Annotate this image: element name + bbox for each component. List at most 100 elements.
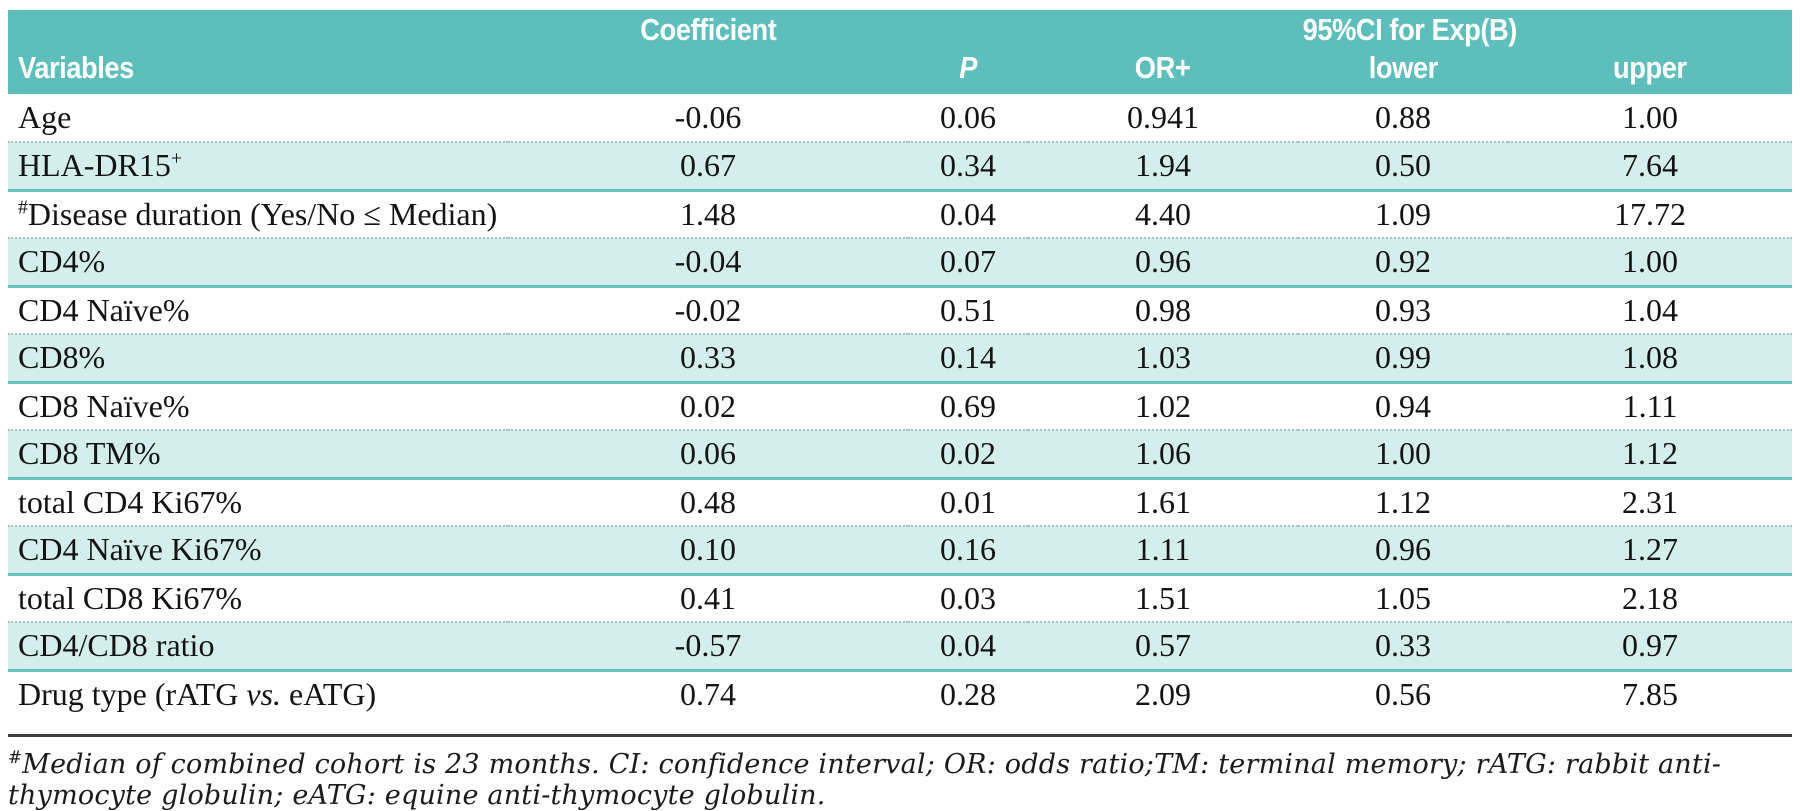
table-row: CD8 Naïve% 0.02 0.69 1.02 0.94 1.11 bbox=[8, 382, 1792, 430]
table-cell: 0.14 bbox=[908, 333, 1028, 384]
table-cell: 1.00 bbox=[1298, 429, 1508, 480]
header-coefficient-label: Coefficient bbox=[639, 12, 777, 47]
table-row: Age -0.06 0.06 0.941 0.88 1.00 bbox=[8, 94, 1792, 142]
row-label: Drug type (rATG vs. eATG) bbox=[8, 670, 508, 718]
table-cell: 1.06 bbox=[1028, 429, 1298, 480]
table-cell: 0.07 bbox=[908, 237, 1028, 288]
table-cell: 0.92 bbox=[1298, 237, 1508, 288]
table-row: total CD8 Ki67% 0.41 0.03 1.51 1.05 2.18 bbox=[8, 574, 1792, 622]
table-cell: 1.00 bbox=[1508, 237, 1793, 288]
table-cell: 0.51 bbox=[940, 291, 996, 328]
header-spacer bbox=[908, 10, 1028, 48]
table-body: Age -0.06 0.06 0.941 0.88 1.00 HLA-DR15+ 0.67 0.… bbox=[8, 94, 1793, 718]
text-segment: CD4/CD8 ratio bbox=[18, 627, 215, 664]
table-cell: 1.09 bbox=[1375, 195, 1431, 232]
table-cell: 0.48 bbox=[680, 483, 736, 520]
header-or: OR+ bbox=[1028, 48, 1298, 94]
row-label: CD4/CD8 ratio bbox=[8, 621, 508, 672]
table-cell: 0.50 bbox=[1298, 141, 1508, 192]
table-cell: 1.11 bbox=[1028, 525, 1298, 576]
row-label: #Disease duration (Yes/No ≤ Median) bbox=[8, 190, 508, 238]
table-cell: 0.97 bbox=[1508, 621, 1793, 672]
text-segment: Drug type (rATG bbox=[18, 676, 247, 713]
table-row: #Disease duration (Yes/No ≤ Median) 1.48 0… bbox=[8, 190, 1792, 238]
row-label: CD8 Naïve% bbox=[8, 382, 508, 430]
table-cell: 2.31 bbox=[1622, 483, 1678, 520]
header-group-row: Coefficient 95%CI for Exp(B) bbox=[8, 10, 1793, 48]
regression-table: Coefficient 95%CI for Exp(B) Variables P… bbox=[8, 10, 1793, 718]
table-cell: 2.18 bbox=[1622, 579, 1678, 616]
table-row: HLA-DR15+ 0.67 0.34 1.94 0.50 7.64 bbox=[8, 141, 1793, 192]
header-upper: upper bbox=[1508, 48, 1793, 94]
table-cell: 0.88 bbox=[1375, 99, 1431, 135]
table-cell: -0.06 bbox=[674, 99, 742, 135]
table-cell: 1.51 bbox=[1135, 579, 1191, 616]
table-cell: 0.02 bbox=[908, 429, 1028, 480]
table-cell: -0.04 bbox=[508, 237, 908, 288]
header-ci-group: 95%CI for Exp(B) bbox=[1028, 10, 1793, 48]
table-cell: 1.27 bbox=[1508, 525, 1793, 576]
table-row: total CD4 Ki67% 0.48 0.01 1.61 1.12 2.31 bbox=[8, 478, 1792, 526]
table-cell: 0.04 bbox=[908, 621, 1028, 672]
table-row: CD4 Naïve% -0.02 0.51 0.98 0.93 1.04 bbox=[8, 286, 1792, 334]
row-label: Age bbox=[8, 94, 508, 142]
table-cell: 1.11 bbox=[1622, 387, 1678, 424]
text-segment: CD4 Naïve% bbox=[18, 291, 190, 328]
table-cell: 1.94 bbox=[1028, 141, 1298, 192]
header-p: P bbox=[908, 48, 1028, 94]
table-cell: 0.41 bbox=[680, 579, 736, 616]
table-cell: 1.12 bbox=[1375, 483, 1431, 520]
text-segment: total CD8 Ki67% bbox=[18, 579, 242, 616]
table-cell: 17.72 bbox=[1614, 195, 1686, 232]
text-segment: vs. bbox=[246, 676, 282, 713]
header-p-label: P bbox=[959, 50, 977, 85]
table-cell: 0.99 bbox=[1298, 333, 1508, 384]
header-ci-label: 95%CI for Exp(B) bbox=[1302, 12, 1518, 47]
table-cell: 0.06 bbox=[508, 429, 908, 480]
footnote-text: #Median of combined cohort is 23 months.… bbox=[8, 749, 1792, 811]
table-cell: 1.48 bbox=[680, 195, 736, 232]
table-cell: 0.941 bbox=[1127, 99, 1199, 135]
table-cell: 1.61 bbox=[1135, 483, 1191, 520]
header-main-row: Variables P OR+ lower upper bbox=[8, 48, 1793, 94]
row-label: CD8% bbox=[8, 333, 508, 384]
table-cell: 0.10 bbox=[508, 525, 908, 576]
table-cell: 0.02 bbox=[680, 387, 736, 424]
table-row: CD4 Naïve Ki67% 0.10 0.16 1.11 0.96 1.27 bbox=[8, 525, 1793, 576]
table-cell: 1.12 bbox=[1508, 429, 1793, 480]
bottom-rule bbox=[8, 734, 1792, 737]
table-cell: -0.02 bbox=[674, 291, 742, 328]
table-cell: 0.33 bbox=[1298, 621, 1508, 672]
table-cell: 0.03 bbox=[940, 579, 996, 616]
table-cell: 1.05 bbox=[1375, 579, 1431, 616]
text-segment: Median of combined cohort is 23 months. … bbox=[8, 749, 1722, 811]
text-segment: + bbox=[170, 147, 183, 170]
table-row: Drug type (rATG vs. eATG) 0.74 0.28 2.09 0.5… bbox=[8, 670, 1792, 718]
table-cell: 0.01 bbox=[940, 483, 996, 520]
table-cell: 1.02 bbox=[1135, 387, 1191, 424]
table-cell: 1.03 bbox=[1028, 333, 1298, 384]
table-cell: 0.67 bbox=[508, 141, 908, 192]
table-cell: 0.34 bbox=[908, 141, 1028, 192]
header-spacer bbox=[508, 48, 908, 94]
table-cell: 1.04 bbox=[1622, 291, 1678, 328]
table-header: Coefficient 95%CI for Exp(B) Variables P… bbox=[8, 10, 1793, 94]
text-segment: CD8 Naïve% bbox=[18, 387, 190, 424]
table-cell: 7.85 bbox=[1622, 676, 1678, 713]
row-label: CD8 TM% bbox=[8, 429, 508, 480]
text-segment: # bbox=[8, 747, 23, 767]
table-row: CD4/CD8 ratio -0.57 0.04 0.57 0.33 0.97 bbox=[8, 621, 1793, 672]
row-label: CD4 Naïve Ki67% bbox=[8, 525, 508, 576]
table-cell: 0.57 bbox=[1028, 621, 1298, 672]
header-lower-label: lower bbox=[1368, 50, 1438, 85]
table-cell: 0.69 bbox=[940, 387, 996, 424]
table-cell: 0.96 bbox=[1028, 237, 1298, 288]
table-cell: 0.28 bbox=[940, 676, 996, 713]
header-coefficient: Coefficient bbox=[508, 10, 908, 48]
table-cell: 4.40 bbox=[1135, 195, 1191, 232]
table-cell: 7.64 bbox=[1508, 141, 1793, 192]
table-cell: 1.08 bbox=[1508, 333, 1793, 384]
header-spacer bbox=[8, 10, 508, 48]
text-segment: CD4% bbox=[18, 243, 106, 280]
table-row: CD8% 0.33 0.14 1.03 0.99 1.08 bbox=[8, 333, 1793, 384]
